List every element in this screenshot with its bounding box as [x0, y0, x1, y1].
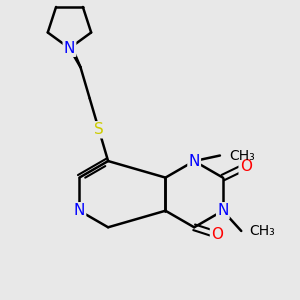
Text: N: N	[64, 41, 75, 56]
Text: CH₃: CH₃	[249, 224, 275, 238]
Text: O: O	[240, 159, 252, 174]
Text: CH₃: CH₃	[229, 148, 255, 163]
Text: S: S	[94, 122, 104, 137]
Text: N: N	[74, 203, 85, 218]
Text: N: N	[188, 154, 200, 169]
Text: O: O	[211, 227, 223, 242]
Text: N: N	[217, 203, 229, 218]
